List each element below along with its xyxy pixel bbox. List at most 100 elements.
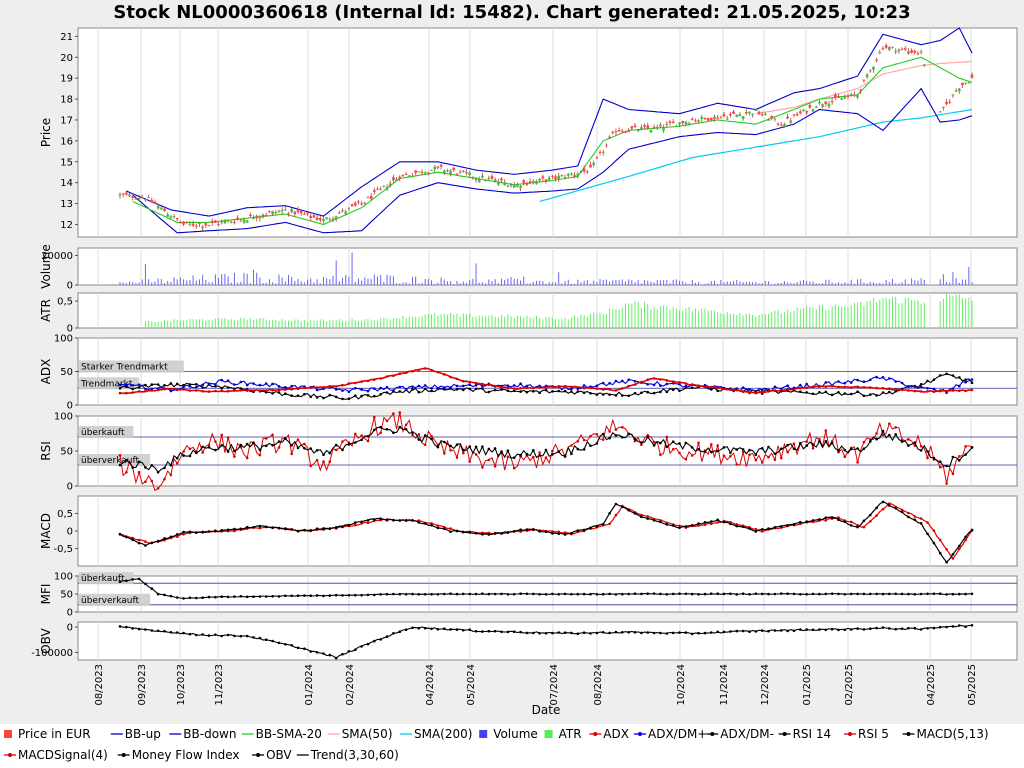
rsi5-line-marker (582, 438, 586, 442)
obv-line-marker (169, 631, 173, 634)
candle-body (538, 178, 541, 181)
adx-line-marker (760, 390, 764, 394)
adx-dm-plus-line-marker (277, 385, 281, 388)
x-tick-label: 09/2023 (137, 664, 148, 706)
macd-line-marker (226, 528, 230, 532)
mfi-line-marker (309, 594, 313, 597)
rsi14-line-marker (849, 447, 853, 451)
candle-body (471, 176, 475, 178)
candle-body (627, 131, 630, 133)
adx-line-marker (347, 382, 351, 385)
mfi-line-marker (245, 595, 249, 599)
rsi5-line-marker (144, 480, 147, 484)
obv-line-marker (264, 638, 268, 641)
mfi-line-marker (538, 593, 541, 596)
macd-signal-line-marker (646, 515, 649, 518)
sma50-line (755, 60, 973, 115)
adx-dm-minus-line-marker (417, 390, 421, 394)
adx-line-marker (856, 385, 859, 389)
atr-bars (144, 293, 973, 328)
candle-body (551, 175, 554, 177)
candle-body (605, 144, 608, 146)
candle-body (452, 167, 456, 171)
legend-item: RSI 14 (778, 727, 831, 741)
rsi5-line-marker (156, 487, 160, 490)
mfi-line-marker (958, 592, 961, 596)
rsi14-line-marker (188, 454, 192, 458)
candle-body (280, 210, 284, 212)
rsi5-line-marker (443, 452, 446, 455)
x-tick-label: 11/2023 (214, 664, 225, 706)
rsi14-line-marker (582, 448, 586, 451)
rsi5-line-marker (919, 445, 923, 448)
mfi-line-marker (398, 592, 402, 596)
candle-body (366, 197, 370, 199)
candle-body (328, 218, 332, 220)
adx-line-marker (780, 388, 783, 392)
candle-body (296, 209, 300, 213)
obv-line-marker (449, 628, 452, 631)
adx-dm-plus-line-marker (741, 386, 745, 390)
adx-line-marker (296, 387, 300, 390)
adx-dm-minus-line-marker (354, 394, 357, 398)
rsi14-line-marker (551, 453, 554, 456)
macd-line-marker (582, 528, 586, 532)
adx-dm-plus-line-marker (379, 386, 383, 390)
adx-dm-minus-line-marker (805, 391, 808, 394)
rsi5-line-marker (792, 442, 796, 446)
adx-dm-minus-line-marker (379, 393, 383, 396)
rsi14-line-marker (277, 440, 281, 443)
macd-line-marker (258, 524, 262, 528)
obv-line-marker (525, 631, 529, 635)
obv-line-marker (277, 641, 281, 645)
mfi-line-marker (722, 592, 726, 596)
macd-signal-line-marker (449, 527, 452, 530)
obv-line-marker (258, 636, 262, 640)
y-tick-label: 17 (60, 115, 73, 126)
rsi14-line-marker (773, 452, 777, 456)
adx-dm-plus-line-marker (290, 384, 294, 388)
candle-body (948, 101, 952, 103)
macd-signal-line-marker (760, 530, 764, 533)
candle-body (147, 197, 150, 199)
panel-atr: ATR 0 0,5 (39, 292, 1018, 335)
adx-line-marker (271, 388, 274, 392)
legend-label: ADX/DM+ (648, 727, 707, 741)
candle-body (363, 202, 367, 204)
rsi5-line-marker (589, 434, 592, 438)
macd-line-marker (881, 500, 885, 504)
mfi-line-marker (455, 592, 459, 596)
candle-body (954, 90, 958, 92)
legend-marker (8, 753, 12, 757)
candle-body (881, 48, 885, 50)
mfi-line-marker (239, 595, 243, 598)
candle-body (655, 126, 659, 129)
rsi14-line-marker (150, 464, 154, 467)
obv-line-marker (601, 631, 605, 634)
rsi14-line-marker (118, 463, 122, 467)
macd-signal-line-marker (938, 538, 942, 542)
mfi-line-marker (697, 593, 700, 596)
macd-signal-line-marker (881, 507, 885, 511)
obv-line-marker (722, 630, 726, 634)
adx-line-marker (493, 384, 497, 388)
rsi5-line-marker (697, 441, 700, 445)
adx-dm-plus-line-marker (849, 381, 853, 384)
candle-body (334, 216, 338, 220)
mfi-line-marker (385, 592, 389, 596)
adx-line-marker (926, 390, 929, 393)
mfi-line-marker (875, 592, 878, 596)
adx-dm-plus-line-marker (570, 387, 573, 391)
rsi14-line-marker (830, 441, 834, 445)
adx-line-marker (436, 370, 440, 374)
rsi14-line-marker (601, 432, 605, 436)
rsi5-line-marker (894, 426, 897, 429)
rsi5-line-marker (576, 440, 580, 443)
mfi-line-marker (551, 592, 554, 596)
rsi14-line-marker (614, 434, 618, 437)
rsi5-line-marker (462, 451, 465, 455)
adx-line-marker (773, 389, 777, 392)
rsi5-line-marker (303, 442, 306, 446)
adx-dm-minus-line-marker (506, 389, 510, 393)
obv-line-marker (137, 627, 141, 631)
